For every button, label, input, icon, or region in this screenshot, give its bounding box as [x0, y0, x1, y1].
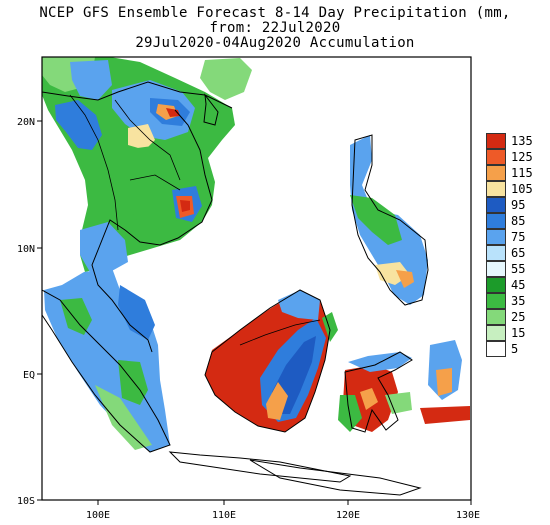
- legend-label: 35: [511, 294, 526, 308]
- rain-zone-mindanao-core: [396, 270, 414, 288]
- country-borders: [69, 94, 321, 346]
- rain-zone-halmahera-core: [436, 368, 452, 396]
- rain-zone-borneo-south: [266, 382, 288, 420]
- coastline-south-china: [42, 81, 233, 109]
- rain-zone-thailand-north: [128, 124, 155, 150]
- rain-zone-sulawesi-core: [360, 388, 378, 410]
- coastline-hainan: [203, 93, 219, 126]
- border-borneo: [239, 319, 321, 346]
- lon-label-110e: 110E: [212, 510, 236, 521]
- legend-swatch: [486, 277, 506, 293]
- lat-label-eq: EQ: [23, 370, 35, 381]
- rain-zone-myanmar: [55, 100, 102, 150]
- border-cambodia: [129, 174, 181, 191]
- rain-zone-banda: [385, 392, 412, 414]
- accumulation-period: 29Jul2020-04Aug2020 Accumulation: [135, 35, 415, 51]
- legend-label: 105: [511, 182, 533, 196]
- plot-frame: [41, 56, 472, 501]
- legend-swatch: [486, 341, 506, 357]
- legend-label: 115: [511, 166, 533, 180]
- legend-label: 65: [511, 246, 526, 260]
- legend-label: 135: [511, 134, 533, 148]
- rain-zone-aceh: [60, 298, 92, 335]
- coastline-indochina: [91, 109, 213, 353]
- legend-label: 55: [511, 262, 526, 276]
- coastline-sumatra: [42, 289, 171, 453]
- rain-zone-sulawesi-west: [338, 395, 362, 432]
- coastline-philippines: [351, 134, 429, 306]
- legend-label: 85: [511, 214, 526, 228]
- axis-ticks: [37, 120, 472, 505]
- rain-zone-seram: [420, 406, 470, 424]
- rain-zone-sumatra: [44, 268, 170, 452]
- border-laos: [114, 99, 181, 181]
- forecast-issue-date: from: 22Jul2020: [209, 20, 341, 36]
- legend-swatch: [486, 149, 506, 165]
- rain-zone-gulf-tonkin-core: [166, 108, 180, 117]
- legend-label: 75: [511, 230, 526, 244]
- legend-swatch: [486, 229, 506, 245]
- coastline-java: [168, 451, 352, 483]
- rain-zone-vietnam-core: [180, 200, 190, 212]
- rain-zone-guangdong: [200, 58, 252, 100]
- legend-swatch: [486, 133, 506, 149]
- rain-zone-cambodia: [122, 145, 190, 230]
- rain-zone-malaya: [118, 285, 155, 340]
- legend-swatch: [486, 309, 506, 325]
- map-title: NCEP GFS Ensemble Forecast 8-14 Day Prec…: [39, 5, 511, 21]
- rain-zone-visayas: [350, 195, 402, 245]
- legend-label: 25: [511, 310, 526, 324]
- legend-swatch: [486, 293, 506, 309]
- lon-label-120e: 120E: [336, 510, 360, 521]
- legend-swatch: [486, 197, 506, 213]
- precipitation-field: [42, 57, 470, 452]
- border-myanmar-thailand: [69, 94, 119, 231]
- rain-zone-sumatra-coast: [95, 385, 152, 450]
- legend-label: 5: [511, 342, 519, 356]
- legend-swatch: [486, 213, 506, 229]
- legend-swatch: [486, 165, 506, 181]
- legend-swatch: [486, 261, 506, 277]
- lon-label-100e: 100E: [86, 510, 110, 521]
- legend-label: 95: [511, 198, 526, 212]
- rain-zone-sabah: [278, 290, 320, 320]
- coastline-sulawesi: [344, 351, 413, 433]
- lat-label-10n: 10N: [17, 244, 35, 255]
- legend-label: 45: [511, 278, 526, 292]
- lat-label-20n: 20N: [17, 117, 35, 128]
- legend-label: 125: [511, 150, 533, 164]
- rain-zone-yunnan: [70, 60, 112, 100]
- legend-swatch: [486, 245, 506, 261]
- coastline-borneo: [204, 289, 331, 433]
- legend-swatch: [486, 181, 506, 197]
- coastlines: [42, 81, 429, 496]
- legend-label: 15: [511, 326, 526, 340]
- coastline-lesser-sunda: [249, 459, 422, 496]
- lat-label-10s: 10S: [17, 496, 35, 507]
- legend-swatch: [486, 325, 506, 341]
- rain-zone-andaman: [80, 222, 128, 272]
- lon-label-130e: 130E: [456, 510, 480, 521]
